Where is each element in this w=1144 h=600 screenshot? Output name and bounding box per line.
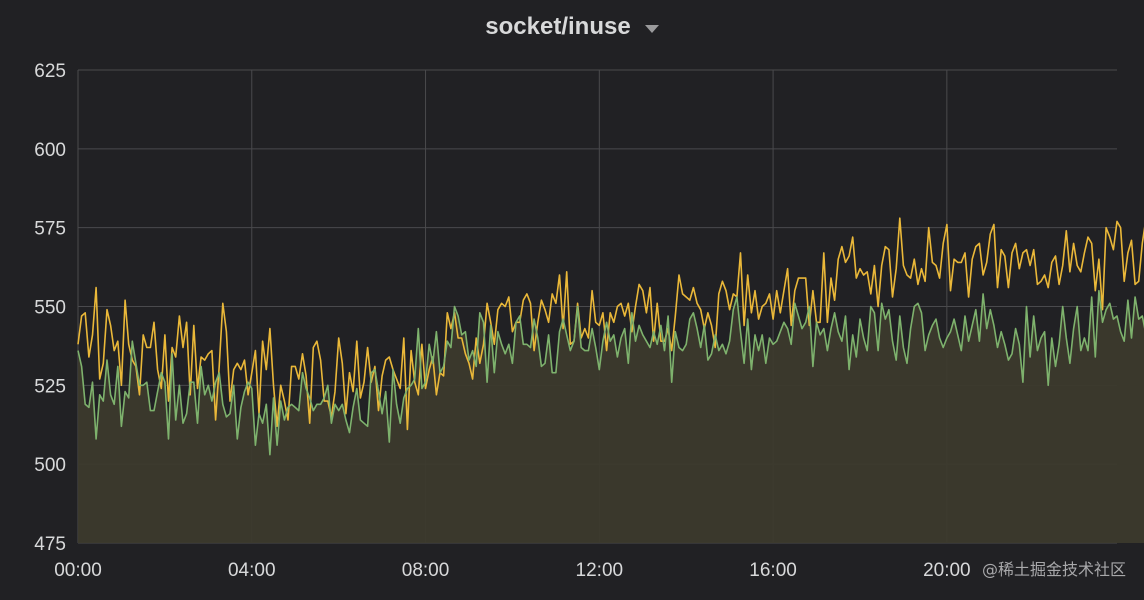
panel-title-menu[interactable]: socket/inuse <box>0 10 1144 44</box>
caret-down-icon[interactable] <box>644 25 659 33</box>
panel-title: socket/inuse <box>485 13 631 40</box>
y-tick-label: 550 <box>34 298 66 319</box>
x-axis: 00:00 04:00 08:00 12:00 16:00 20:00 <box>54 560 970 581</box>
x-tick-label: 16:00 <box>749 560 797 581</box>
x-tick-label: 08:00 <box>402 560 450 581</box>
series-line-green <box>77 289 1144 456</box>
x-tick-label: 04:00 <box>228 560 276 581</box>
watermark: @稀土掘金技术社区 <box>981 560 1126 579</box>
y-tick-label: 500 <box>34 455 66 476</box>
x-tick-label: 00:00 <box>54 560 102 581</box>
y-tick-label: 475 <box>34 534 66 555</box>
y-axis: 475 500 525 550 575 600 625 <box>34 61 66 555</box>
y-tick-label: 525 <box>34 376 66 397</box>
y-tick-label: 625 <box>34 61 66 82</box>
series-line-yellow <box>77 217 1144 431</box>
y-tick-label: 575 <box>34 219 66 240</box>
x-tick-label: 12:00 <box>576 560 624 581</box>
series-area-fill <box>78 290 1144 543</box>
x-tick-label: 20:00 <box>923 560 971 581</box>
y-tick-label: 600 <box>34 140 66 161</box>
series-layer <box>77 217 1144 543</box>
